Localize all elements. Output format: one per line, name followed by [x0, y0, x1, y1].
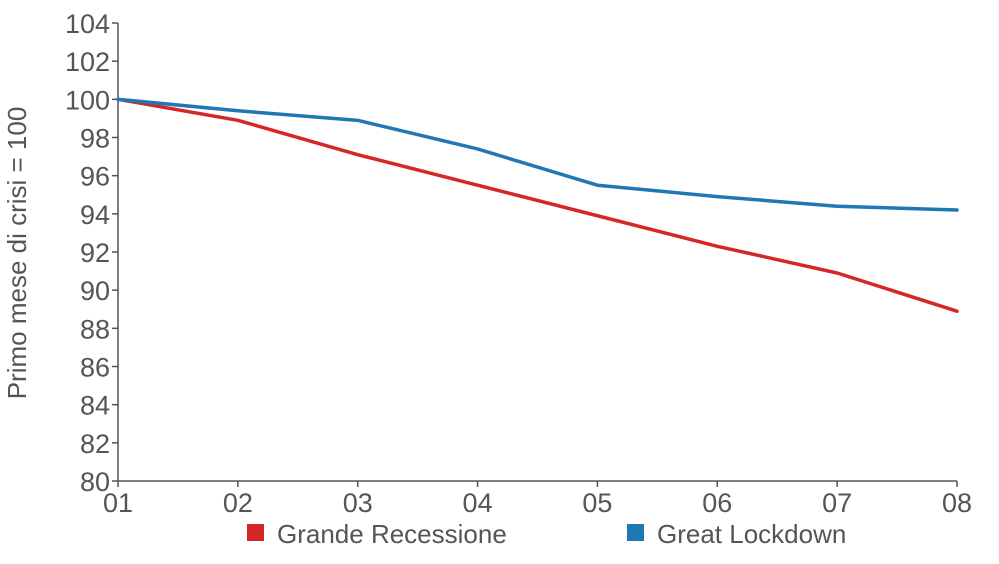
x-tick-label: 04: [463, 488, 493, 518]
legend-item-grande-recessione: Grande Recessione: [247, 519, 507, 549]
y-tick-label: 92: [80, 238, 110, 268]
legend-label: Great Lockdown: [657, 519, 846, 549]
y-tick-label: 80: [80, 467, 110, 497]
y-axis: 80 82 84 86 88 90 92 94 96 98 100 102 104: [65, 9, 118, 497]
legend-swatch: [627, 524, 644, 541]
y-tick-label: 100: [65, 85, 110, 115]
y-tick-label: 96: [80, 162, 110, 192]
x-tick-label: 02: [223, 488, 253, 518]
y-tick-label: 104: [65, 9, 110, 39]
legend-label: Grande Recessione: [277, 519, 507, 549]
y-tick-label: 90: [80, 276, 110, 306]
x-tick-label: 05: [582, 488, 612, 518]
y-tick-label: 88: [80, 314, 110, 344]
x-tick-label: 01: [103, 488, 133, 518]
y-tick-label: 98: [80, 124, 110, 154]
y-tick-label: 86: [80, 353, 110, 383]
y-axis-title: Primo mese di crisi = 100: [2, 107, 32, 400]
y-tick-label: 102: [65, 47, 110, 77]
legend: Grande Recessione Great Lockdown: [247, 519, 846, 549]
series-lines: [116, 97, 959, 313]
series-line-great-lockdown: [116, 97, 959, 212]
x-tick-label: 06: [702, 488, 732, 518]
y-tick-label: 82: [80, 429, 110, 459]
y-tick-label: 94: [80, 200, 110, 230]
y-tick-label: 84: [80, 391, 110, 421]
x-tick-label: 08: [942, 488, 972, 518]
x-tick-label: 03: [343, 488, 373, 518]
legend-swatch: [247, 524, 264, 541]
legend-item-great-lockdown: Great Lockdown: [627, 519, 846, 549]
x-tick-label: 07: [822, 488, 852, 518]
x-axis: 01 02 03 04 05 06 07 08: [103, 481, 972, 518]
series-line-grande-recessione: [116, 97, 959, 313]
